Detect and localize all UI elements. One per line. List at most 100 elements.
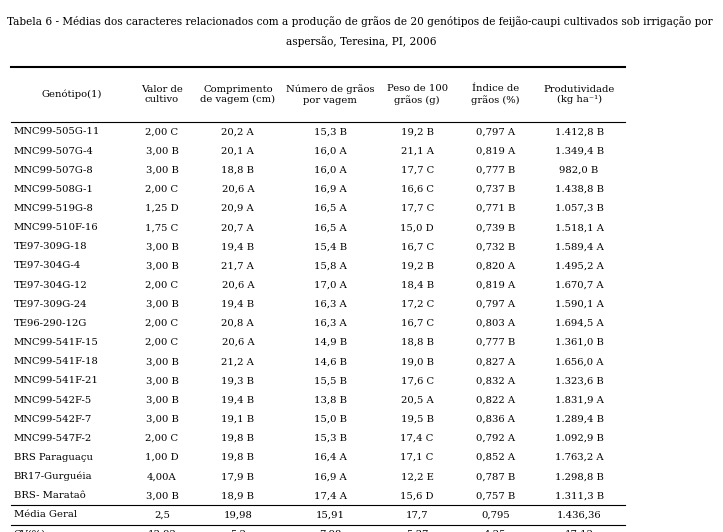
Text: 16,7 C: 16,7 C [401, 243, 434, 251]
Text: MNC99-542F-7: MNC99-542F-7 [14, 415, 92, 423]
Text: 16,0 A: 16,0 A [314, 166, 347, 174]
Text: 3,00 B: 3,00 B [145, 300, 179, 309]
Text: 14,6 B: 14,6 B [314, 358, 347, 366]
Text: MNC99-505G-11: MNC99-505G-11 [14, 128, 100, 136]
Text: 982,0 B: 982,0 B [560, 166, 599, 174]
Text: MNC99-519G-8: MNC99-519G-8 [14, 204, 93, 213]
Text: 15,0 B: 15,0 B [314, 415, 347, 423]
Text: 3,00 B: 3,00 B [145, 147, 179, 155]
Text: 0,820 A: 0,820 A [476, 262, 515, 270]
Text: 20,6 A: 20,6 A [221, 281, 254, 289]
Text: MNC99-541F-15: MNC99-541F-15 [14, 338, 98, 347]
Text: MNC99-510F-16: MNC99-510F-16 [14, 223, 98, 232]
Text: 0,832 A: 0,832 A [476, 377, 515, 385]
Text: 16,0 A: 16,0 A [314, 147, 347, 155]
Text: 21,2 A: 21,2 A [221, 358, 254, 366]
Text: 5,37: 5,37 [406, 530, 428, 532]
Text: 0,797 A: 0,797 A [476, 300, 515, 309]
Text: 15,4 B: 15,4 B [314, 243, 347, 251]
Text: Peso de 100
grãos (g): Peso de 100 grãos (g) [387, 84, 448, 105]
Text: 3,00 B: 3,00 B [145, 166, 179, 174]
Text: 16,3 A: 16,3 A [314, 300, 347, 309]
Text: 20,9 A: 20,9 A [221, 204, 254, 213]
Text: MNC99-508G-1: MNC99-508G-1 [14, 185, 93, 194]
Text: Índice de
grãos (%): Índice de grãos (%) [471, 84, 520, 105]
Text: 18,9 B: 18,9 B [221, 492, 254, 500]
Text: 15,0 D: 15,0 D [401, 223, 434, 232]
Text: 19,5 B: 19,5 B [401, 415, 434, 423]
Text: 0,737 B: 0,737 B [476, 185, 515, 194]
Text: 12,2 E: 12,2 E [401, 472, 434, 481]
Text: aspersão, Teresina, PI, 2006: aspersão, Teresina, PI, 2006 [286, 36, 437, 47]
Text: 19,8 B: 19,8 B [221, 434, 254, 443]
Text: 21,1 A: 21,1 A [401, 147, 434, 155]
Text: 3,00 B: 3,00 B [145, 396, 179, 404]
Text: CV(%): CV(%) [14, 530, 46, 532]
Text: 7,98: 7,98 [320, 530, 341, 532]
Text: 0,836 A: 0,836 A [476, 415, 515, 423]
Text: 1.436,36: 1.436,36 [557, 511, 602, 519]
Text: 4,00A: 4,00A [147, 472, 177, 481]
Text: Número de grãos
por vagem: Número de grãos por vagem [286, 85, 375, 104]
Text: 20,6 A: 20,6 A [221, 338, 254, 347]
Text: 15,91: 15,91 [316, 511, 345, 519]
Text: 2,00 C: 2,00 C [145, 434, 179, 443]
Text: Média Geral: Média Geral [14, 511, 77, 519]
Text: 1.311,3 B: 1.311,3 B [555, 492, 604, 500]
Text: 2,00 C: 2,00 C [145, 185, 179, 194]
Text: Produtividade
(kg ha⁻¹): Produtividade (kg ha⁻¹) [544, 85, 615, 104]
Text: Tabela 6 - Médias dos caracteres relacionados com a produção de grãos de 20 genó: Tabela 6 - Médias dos caracteres relacio… [7, 16, 716, 27]
Text: 2,00 C: 2,00 C [145, 338, 179, 347]
Text: 19,0 B: 19,0 B [401, 358, 434, 366]
Text: TE97-309G-18: TE97-309G-18 [14, 243, 87, 251]
Text: 3,00 B: 3,00 B [145, 377, 179, 385]
Text: MNC99-541F-21: MNC99-541F-21 [14, 377, 98, 385]
Text: 0,822 A: 0,822 A [476, 396, 515, 404]
Text: 0,739 B: 0,739 B [476, 223, 515, 232]
Text: 15,3 B: 15,3 B [314, 128, 347, 136]
Text: TE96-290-12G: TE96-290-12G [14, 319, 87, 328]
Text: 1.831,9 A: 1.831,9 A [555, 396, 604, 404]
Text: 1.323,6 B: 1.323,6 B [555, 377, 604, 385]
Text: MNC99-547F-2: MNC99-547F-2 [14, 434, 92, 443]
Text: 19,4 B: 19,4 B [221, 300, 254, 309]
Text: 1.589,4 A: 1.589,4 A [555, 243, 604, 251]
Text: 1.057,3 B: 1.057,3 B [555, 204, 604, 213]
Text: 1.349,4 B: 1.349,4 B [555, 147, 604, 155]
Text: 2,00 C: 2,00 C [145, 319, 179, 328]
Text: 19,8 B: 19,8 B [221, 453, 254, 462]
Text: 1.412,8 B: 1.412,8 B [555, 128, 604, 136]
Text: 17,2 C: 17,2 C [401, 300, 434, 309]
Text: 20,7 A: 20,7 A [221, 223, 254, 232]
Text: 19,2 B: 19,2 B [401, 128, 434, 136]
Text: 1.289,4 B: 1.289,4 B [555, 415, 604, 423]
Text: 0,819 A: 0,819 A [476, 281, 515, 289]
Text: 18,8 B: 18,8 B [401, 338, 434, 347]
Text: 1.495,2 A: 1.495,2 A [555, 262, 604, 270]
Text: 17,1 C: 17,1 C [401, 453, 434, 462]
Text: 1,75 C: 1,75 C [145, 223, 179, 232]
Text: 16,6 C: 16,6 C [401, 185, 434, 194]
Text: 3,00 B: 3,00 B [145, 262, 179, 270]
Text: 0,732 B: 0,732 B [476, 243, 515, 251]
Text: 20,1 A: 20,1 A [221, 147, 254, 155]
Text: 17,9 B: 17,9 B [221, 472, 254, 481]
Text: BR17-Gurguéia: BR17-Gurguéia [14, 472, 93, 481]
Text: 1.694,5 A: 1.694,5 A [555, 319, 604, 328]
Text: 17,7 C: 17,7 C [401, 204, 434, 213]
Text: MNC99-541F-18: MNC99-541F-18 [14, 358, 98, 366]
Text: 17,12: 17,12 [565, 530, 594, 532]
Text: 2,00 C: 2,00 C [145, 281, 179, 289]
Text: 0,795: 0,795 [481, 511, 510, 519]
Text: 13,92: 13,92 [147, 530, 176, 532]
Text: 20,8 A: 20,8 A [221, 319, 254, 328]
Text: BRS Paraguaçu: BRS Paraguaçu [14, 453, 93, 462]
Text: 1.590,1 A: 1.590,1 A [555, 300, 604, 309]
Text: 0,819 A: 0,819 A [476, 147, 515, 155]
Text: 4,25: 4,25 [484, 530, 507, 532]
Text: 17,7 C: 17,7 C [401, 166, 434, 174]
Text: Genótipo(1): Genótipo(1) [41, 90, 102, 99]
Text: 0,777 B: 0,777 B [476, 166, 515, 174]
Text: 0,827 A: 0,827 A [476, 358, 515, 366]
Text: 15,3 B: 15,3 B [314, 434, 347, 443]
